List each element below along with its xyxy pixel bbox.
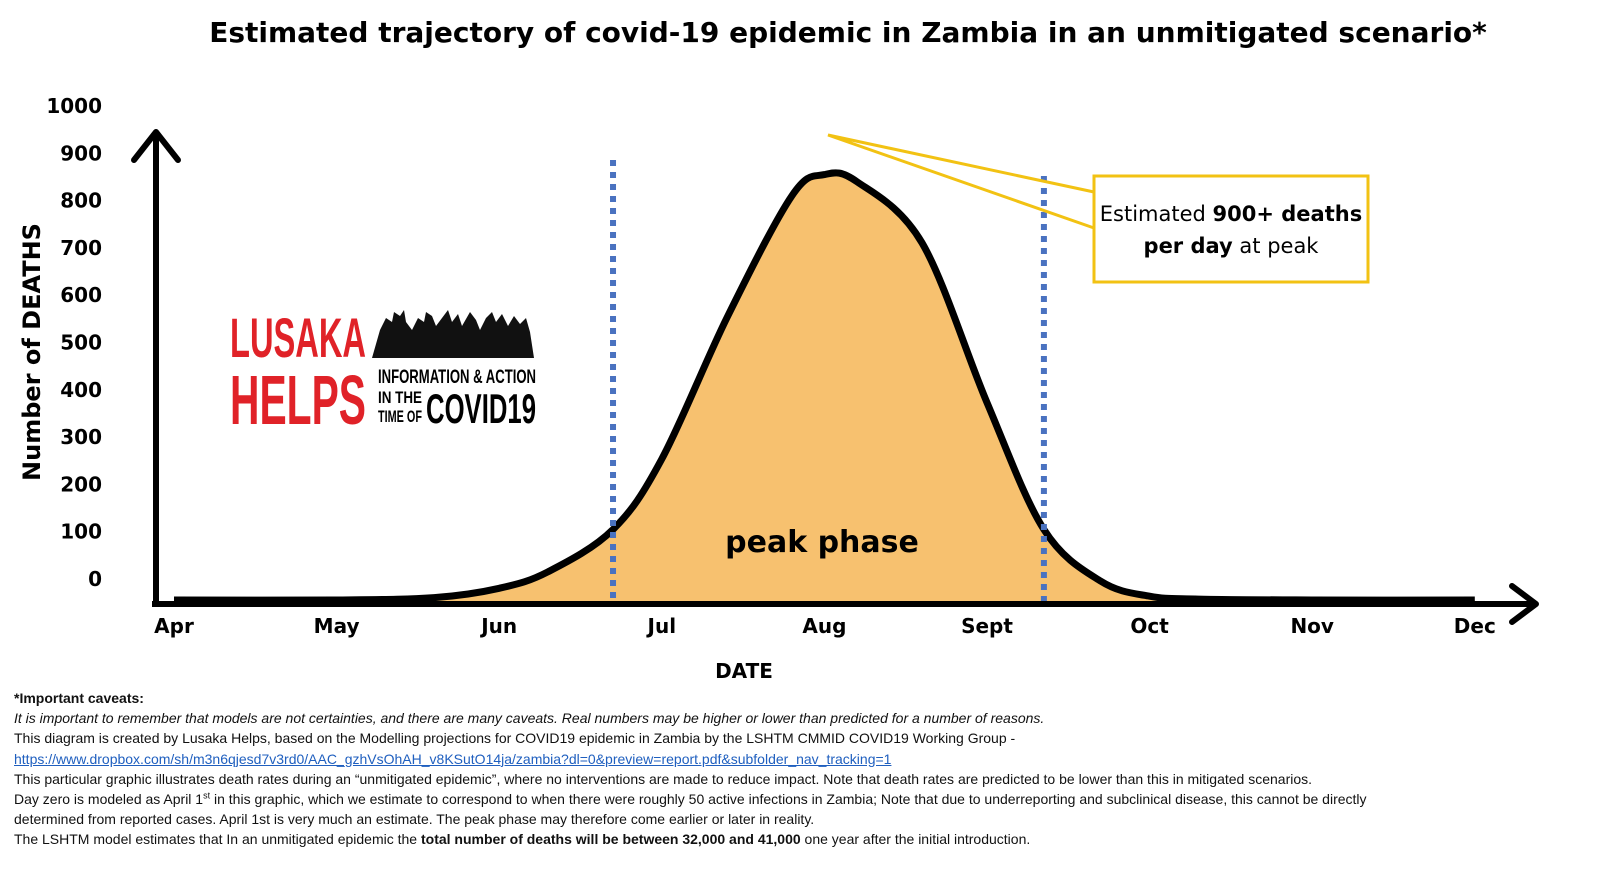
y-tick-500: 500: [60, 331, 102, 355]
y-tick-900: 900: [60, 141, 102, 165]
peak-phase-area: [174, 172, 1475, 605]
caveats-line6: determined from reported cases. April 1s…: [14, 811, 815, 828]
x-tick-nov: Nov: [1290, 614, 1334, 638]
logo-tag2: IN THE: [378, 388, 422, 407]
caveats-italic: It is important to remember that models …: [14, 710, 1045, 727]
x-axis-arrowhead: [1509, 583, 1539, 625]
caveats: *Important caveats: It is important to r…: [14, 688, 1594, 850]
x-tick-may: May: [314, 614, 360, 638]
callout-text: Estimated 900+ deaths: [1100, 202, 1362, 226]
y-axis-arrowhead: [131, 129, 181, 163]
y-tick-200: 200: [60, 472, 102, 496]
callout-pointer: [827, 133, 1095, 230]
caveats-header: *Important caveats:: [14, 690, 144, 706]
x-tick-jun: Jun: [479, 614, 517, 638]
y-tick-400: 400: [60, 378, 102, 402]
death-curve: [173, 169, 1475, 604]
x-axis-label: DATE: [715, 659, 773, 683]
caveats-line7c: one year after the initial introduction.: [800, 831, 1031, 848]
x-tick-dec: Dec: [1454, 614, 1496, 638]
caveats-line5a: Day zero is modeled as April 1: [14, 791, 204, 808]
logo-line2: HELPS: [230, 361, 366, 439]
y-axis-label: Number of DEATHS: [18, 223, 46, 481]
caveats-line5: Day zero is modeled as April 1st in this…: [14, 789, 1594, 809]
y-tick-600: 600: [60, 283, 102, 307]
caveats-line2: This diagram is created by Lusaka Helps,…: [14, 730, 1016, 747]
x-tick-sept: Sept: [961, 614, 1013, 638]
callout-post: at peak: [1233, 234, 1320, 258]
callout-bold2: per day: [1144, 234, 1233, 258]
chart-title: Estimated trajectory of covid-19 epidemi…: [209, 16, 1487, 49]
caveats-line7: The LSHTM model estimates that In an unm…: [14, 829, 1594, 849]
caveats-line4: This particular graphic illustrates deat…: [14, 770, 1313, 787]
source-link[interactable]: https://www.dropbox.com/sh/m3n6qjesd7v3r…: [14, 750, 892, 767]
y-tick-800: 800: [60, 189, 102, 213]
logo-tag1: INFORMATION & ACTION: [378, 367, 536, 388]
logo-tag4: COVID19: [426, 385, 536, 432]
callout-box: [1092, 174, 1370, 284]
y-tick-300: 300: [60, 425, 102, 449]
y-tick-100: 100: [60, 520, 102, 544]
callout-pre: Estimated: [1100, 202, 1213, 226]
peak-phase-label: peak phase: [725, 525, 919, 560]
x-tick-apr: Apr: [154, 614, 194, 638]
caveats-line7b: total number of deaths will be between 3…: [420, 831, 801, 848]
raised-hands-icon: [372, 310, 534, 358]
x-tick-oct: Oct: [1130, 614, 1169, 638]
y-tick-700: 700: [60, 236, 102, 260]
callout-bold1: 900+ deaths: [1213, 202, 1363, 226]
x-tick-aug: Aug: [802, 614, 846, 638]
x-tick-labels: Apr May Jun Jul Aug Sept Oct Nov Dec: [154, 614, 1496, 638]
caveats-line5sup: st: [203, 790, 211, 801]
y-tick-0: 0: [88, 567, 102, 591]
y-tick-1000: 1000: [46, 94, 102, 118]
chart: Estimated trajectory of covid-19 epidemi…: [18, 16, 1539, 683]
caveats-line7a: The LSHTM model estimates that In an unm…: [14, 831, 421, 848]
caveats-line5b: in this graphic, which we estimate to co…: [210, 791, 1367, 808]
logo-line1: LUSAKA: [230, 306, 366, 369]
callout-text-2: per day at peak: [1144, 234, 1320, 258]
lusaka-helps-logo: LUSAKA HELPS INFORMATION & ACTION IN THE…: [230, 306, 536, 439]
x-tick-jul: Jul: [646, 614, 677, 638]
logo-tag3: TIME OF: [378, 407, 422, 426]
